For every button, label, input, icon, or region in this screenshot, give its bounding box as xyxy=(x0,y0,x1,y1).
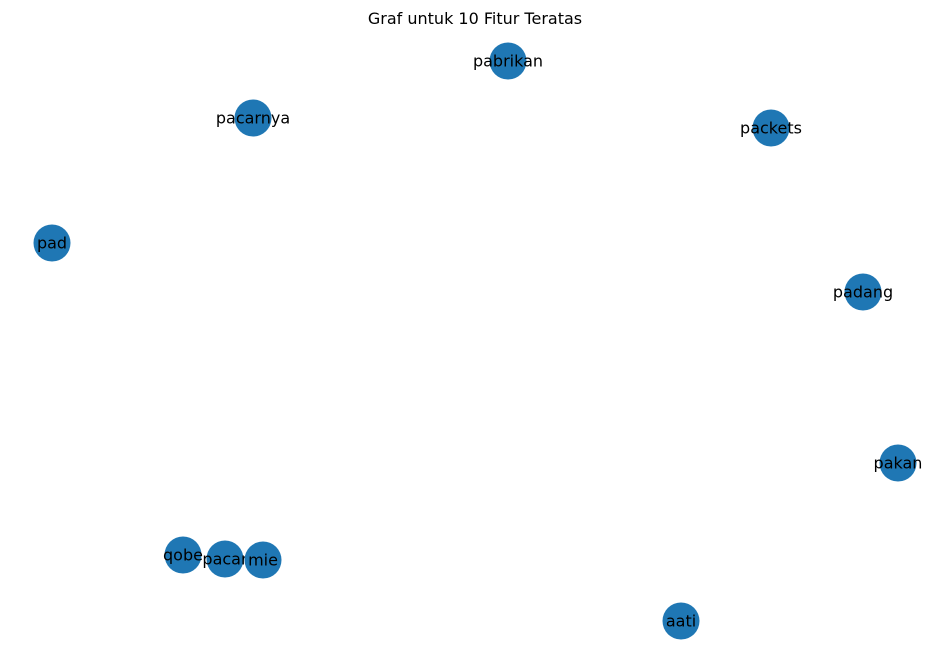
node-label-pacarnya: pacarnya xyxy=(216,109,290,128)
node-label-pakan: pakan xyxy=(874,454,923,473)
node-label-pacar: pacar xyxy=(202,550,248,569)
node-circle-aati xyxy=(662,602,700,640)
graph-node-packets: packets xyxy=(740,109,802,147)
graph-node-pabrikan: pabrikan xyxy=(473,42,543,80)
node-circle-packets xyxy=(752,109,790,147)
node-circle-pacar xyxy=(206,540,244,578)
node-label-aati: aati xyxy=(666,612,696,631)
graph-node-pad: pad xyxy=(33,224,71,262)
node-circle-pabrikan xyxy=(489,42,527,80)
graph-node-pakan: pakan xyxy=(874,444,923,482)
node-label-padang: padang xyxy=(833,283,893,302)
graph-title: Graf untuk 10 Fitur Teratas xyxy=(368,9,582,28)
node-label-pad: pad xyxy=(37,234,67,253)
graph-node-aati: aati xyxy=(662,602,700,640)
node-circle-pakan xyxy=(879,444,917,482)
node-circle-pacarnya xyxy=(234,99,272,137)
graph-node-mie: mie xyxy=(244,541,282,579)
nodes-layer: pabrikan pacarnya packets pad padang pakan qob… xyxy=(33,42,923,640)
graph-node-padang: padang xyxy=(833,273,893,311)
node-circle-mie xyxy=(244,541,282,579)
node-label-packets: packets xyxy=(740,119,802,138)
node-circle-qobe xyxy=(164,536,202,574)
graph-node-pacarnya: pacarnya xyxy=(216,99,290,137)
graph-node-qobe: qobe xyxy=(163,536,203,574)
node-circle-padang xyxy=(844,273,882,311)
node-label-mie: mie xyxy=(248,551,278,570)
node-circle-pad xyxy=(33,224,71,262)
graph-node-pacar: pacar xyxy=(202,540,248,578)
node-label-pabrikan: pabrikan xyxy=(473,52,543,71)
node-label-qobe: qobe xyxy=(163,546,203,565)
